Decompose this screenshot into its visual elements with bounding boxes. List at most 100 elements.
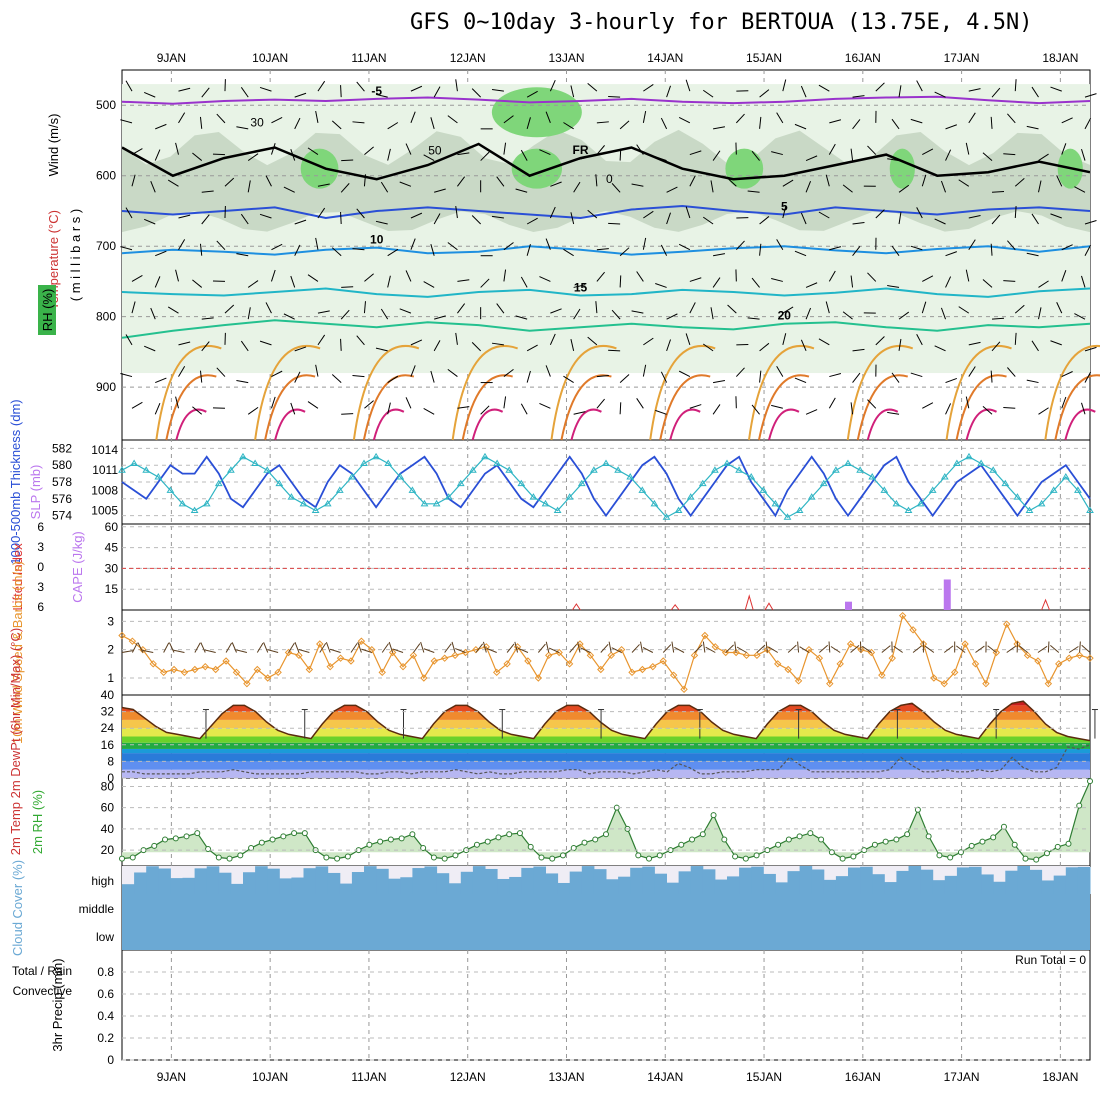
wind-barb — [503, 115, 514, 124]
wind-barb — [573, 411, 586, 415]
wind-barb-10m — [819, 644, 829, 653]
rh2m-point — [882, 838, 889, 845]
rh2m-point — [646, 855, 653, 862]
rh2m-point — [559, 852, 566, 859]
cloud-high-bar — [533, 866, 546, 894]
cloud-high-bar — [1005, 870, 1018, 894]
wind-barb — [922, 402, 934, 409]
wind-barb — [387, 122, 399, 130]
wind-barb — [759, 116, 762, 129]
cloud-high-bar — [376, 868, 389, 894]
cloud-high-bar — [122, 884, 135, 894]
slp-point — [202, 499, 211, 507]
x-tick-top: 14JAN — [647, 51, 683, 65]
rh2m-point — [205, 846, 212, 853]
wind-barb — [503, 142, 507, 155]
slp-point — [1037, 499, 1046, 507]
wind-speed-point — [1023, 651, 1032, 660]
ylabel-total-rain: Total / Rain — [12, 964, 72, 978]
wind-barb — [549, 79, 556, 92]
temperature-band — [122, 761, 1090, 770]
wind-barb — [747, 317, 760, 320]
rh2m-point — [904, 831, 911, 838]
wind-barb — [1084, 244, 1092, 256]
y-tick-thickness: 580 — [52, 458, 72, 472]
wind-barb — [1038, 180, 1042, 193]
wind-barb — [545, 238, 551, 250]
rh2m-point — [506, 831, 513, 838]
wind-barb — [1038, 153, 1049, 161]
slp-point — [795, 506, 804, 514]
wind-barb — [340, 85, 342, 98]
isotherm-30 — [955, 374, 1007, 441]
temperature-band — [122, 736, 1090, 743]
wind-speed-point — [211, 665, 220, 674]
slp-point — [904, 506, 913, 514]
wind-barb-10m — [912, 645, 923, 653]
wind-barb — [410, 111, 416, 124]
wind-barb-10m — [1047, 641, 1050, 653]
wind-barb — [573, 308, 581, 320]
slp-point — [227, 466, 235, 473]
wind-barb — [144, 345, 156, 352]
wind-barb — [150, 307, 156, 320]
wind-barb — [1061, 269, 1067, 282]
wind-speed-point — [805, 645, 813, 654]
temperature-band — [122, 753, 1090, 762]
wind-barb — [434, 315, 446, 320]
wind-barb — [1050, 86, 1062, 92]
wind-barb — [619, 148, 622, 161]
cloud-high-bar — [182, 877, 196, 894]
wind-barb — [1081, 402, 1086, 415]
wind-speed-point — [649, 662, 657, 671]
wind-speed-point — [794, 677, 803, 685]
wind-barb — [545, 111, 551, 124]
isotherm-label: 5 — [781, 199, 788, 213]
y-tick-slp: 1008 — [91, 483, 118, 497]
isotherm-30 — [560, 374, 612, 441]
wind-barb-10m — [514, 641, 519, 653]
wind-barb — [852, 372, 861, 383]
wind-barb — [247, 406, 259, 415]
y-tick-pressure: 800 — [96, 310, 116, 324]
y-tick-cloud: middle — [79, 902, 115, 916]
rh2m-point — [871, 841, 878, 848]
wind-barb — [712, 150, 721, 161]
slp-point — [553, 506, 562, 514]
cloud-high-bar — [436, 873, 450, 894]
wind-barb — [154, 403, 161, 415]
y-tick-rh2m: 80 — [101, 779, 115, 793]
wind-speed-point — [1086, 654, 1094, 662]
wind-barb — [934, 218, 946, 225]
wind-barb — [352, 121, 365, 124]
slp-point — [239, 452, 247, 460]
wind-barb — [636, 398, 644, 409]
wind-speed-point — [378, 668, 386, 677]
wind-barb — [526, 344, 538, 352]
y-tick-precip: 0.6 — [97, 987, 114, 1001]
wind-barb — [317, 310, 330, 314]
slp-point — [928, 486, 937, 493]
slp-point — [505, 466, 514, 473]
wind-barb-10m — [569, 643, 578, 653]
cloud-high-bar — [412, 868, 425, 894]
rh2m-point — [785, 836, 792, 843]
wind-barb — [315, 237, 319, 250]
wind-speed-point — [617, 645, 626, 654]
wind-barb — [271, 116, 283, 124]
wind-speed-point — [680, 685, 688, 694]
cloud-high-bar — [714, 879, 728, 894]
rh2m-point — [323, 854, 330, 861]
wind-barb — [167, 306, 179, 314]
rh2m-point — [1043, 850, 1050, 857]
cloud-high-bar — [194, 868, 208, 894]
wind-barb — [549, 206, 556, 219]
x-tick-top: 15JAN — [746, 51, 782, 65]
wind-barb — [1084, 220, 1097, 225]
slp-point — [977, 459, 985, 467]
wind-barb — [619, 247, 630, 257]
cloud-high-bar — [872, 874, 885, 894]
wind-barb — [867, 145, 877, 155]
wind-barb — [596, 398, 605, 409]
